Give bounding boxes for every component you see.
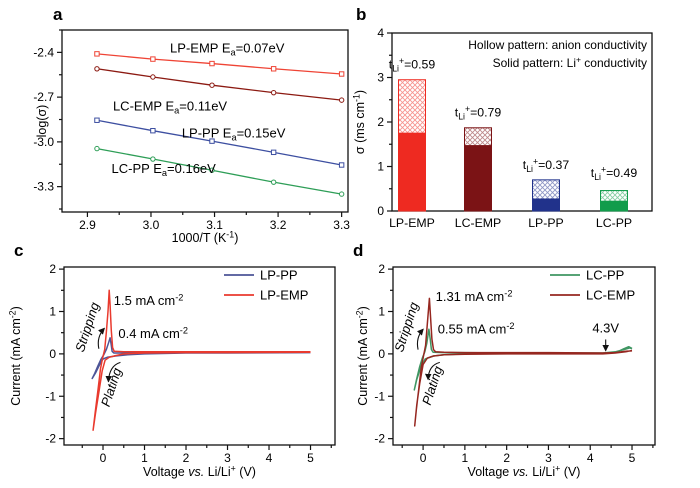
svg-text:1: 1 <box>378 305 385 319</box>
svg-text:2: 2 <box>378 262 385 276</box>
svg-text:3.1: 3.1 <box>206 218 223 232</box>
svg-text:4: 4 <box>377 26 384 40</box>
svg-text:2.9: 2.9 <box>79 218 96 232</box>
svg-text:LP-EMP: LP-EMP <box>389 216 435 230</box>
svg-text:-2: -2 <box>45 432 56 446</box>
svg-text:2: 2 <box>503 451 510 465</box>
svg-text:0.55 mA cm-2: 0.55 mA cm-2 <box>438 321 515 337</box>
svg-text:4: 4 <box>266 451 273 465</box>
svg-text:3.2: 3.2 <box>270 218 287 232</box>
svg-text:2: 2 <box>49 262 56 276</box>
svg-text:-3.3: -3.3 <box>33 180 54 194</box>
panel-b-conductivity-bar-chart: 0 1 2 3 4 σ (ms cm-1) LP-EMP tLi+=0.59 LC-EMP tLi… <box>352 26 653 230</box>
svg-text:1: 1 <box>141 451 148 465</box>
svg-text:LC-EMP: LC-EMP <box>455 216 501 230</box>
svg-text:LC-EMP Ea=0.11eV: LC-EMP Ea=0.11eV <box>113 99 227 116</box>
svg-text:LC-PP: LC-PP <box>596 216 632 230</box>
svg-text:1.31 mA cm-2: 1.31 mA cm-2 <box>436 288 513 304</box>
svg-text:5: 5 <box>307 451 314 465</box>
svg-text:3: 3 <box>377 71 384 85</box>
panel-a-letter: a <box>53 5 63 24</box>
svg-text:-2.7: -2.7 <box>33 90 54 104</box>
svg-text:0: 0 <box>49 347 56 361</box>
panel-d-cv-plot-lc: 0 1 2 3 4 5 Voltage vs. Li/Li+ (V) -2 -1 0 1 2 Curre… <box>355 262 656 480</box>
svg-text:-2: -2 <box>374 432 385 446</box>
svg-text:0: 0 <box>377 204 384 218</box>
svg-text:3: 3 <box>545 451 552 465</box>
svg-text:-1: -1 <box>374 389 385 403</box>
svg-text:LP-PP Ea=0.15eV: LP-PP Ea=0.15eV <box>182 125 286 142</box>
svg-text:LC-PP: LC-PP <box>586 268 624 283</box>
svg-text:LP-EMP: LP-EMP <box>260 288 308 303</box>
svg-text:tLi+=0.79: tLi+=0.79 <box>455 104 502 122</box>
svg-text:Hollow pattern: anion conducti: Hollow pattern: anion conductivity <box>468 38 647 52</box>
svg-text:LP-EMP Ea=0.07eV: LP-EMP Ea=0.07eV <box>170 40 285 57</box>
panel-c-letter: c <box>14 241 24 260</box>
svg-text:3: 3 <box>224 451 231 465</box>
svg-text:tLi+=0.49: tLi+=0.49 <box>591 165 638 183</box>
svg-text:4.3V: 4.3V <box>592 321 619 336</box>
svg-text:Plating: Plating <box>419 364 446 407</box>
svg-text:tLi+=0.37: tLi+=0.37 <box>523 157 570 175</box>
svg-text:-2.4: -2.4 <box>33 45 54 59</box>
svg-text:2: 2 <box>183 451 190 465</box>
svg-text:1: 1 <box>462 451 469 465</box>
svg-text:Current (mA cm-2): Current (mA cm-2) <box>355 306 371 406</box>
svg-text:2: 2 <box>377 115 384 129</box>
svg-text:3.0: 3.0 <box>143 218 160 232</box>
panel-c-cv-plot-lp: 0 1 2 3 4 5 Voltage vs. Li/Li+ (V) -2 -1 0 1 2 Curre… <box>8 262 336 480</box>
svg-text:LC-EMP: LC-EMP <box>586 288 635 303</box>
svg-text:LP-PP: LP-PP <box>528 216 564 230</box>
svg-text:5: 5 <box>629 451 636 465</box>
svg-text:0: 0 <box>378 347 385 361</box>
panel-a-arrhenius-plot: 2.9 3.0 3.1 3.2 3.3 1000/T (K-1) -2.4 -2.7 -3.0 -… <box>33 29 350 246</box>
svg-text:Voltage vs. Li/Li+ (V): Voltage vs. Li/Li+ (V) <box>143 464 256 480</box>
panel-d-letter: d <box>353 241 364 260</box>
svg-text:-3.0: -3.0 <box>33 135 54 149</box>
svg-text:LC-PP Ea=0.16eV: LC-PP Ea=0.16eV <box>112 161 217 178</box>
svg-text:-1: -1 <box>45 389 56 403</box>
svg-text:Solid pattern: Li+ conductivit: Solid pattern: Li+ conductivity <box>493 55 647 71</box>
svg-text:1.5 mA cm-2: 1.5 mA cm-2 <box>114 293 184 309</box>
svg-text:tLi+=0.59: tLi+=0.59 <box>389 56 436 74</box>
svg-text:1: 1 <box>377 160 384 174</box>
svg-text:σ (ms cm-1): σ (ms cm-1) <box>352 90 368 154</box>
svg-text:Current (mA cm-2): Current (mA cm-2) <box>8 306 24 406</box>
svg-text:log(σ): log(σ) <box>35 105 49 138</box>
svg-text:4: 4 <box>587 451 594 465</box>
panel-b-letter: b <box>356 5 367 24</box>
svg-text:3.3: 3.3 <box>333 218 350 232</box>
svg-text:Voltage vs. Li/Li+ (V): Voltage vs. Li/Li+ (V) <box>468 464 581 480</box>
svg-text:LP-PP: LP-PP <box>260 268 298 283</box>
svg-text:0: 0 <box>420 451 427 465</box>
svg-text:1000/T (K-1): 1000/T (K-1) <box>172 230 239 246</box>
svg-text:1: 1 <box>49 305 56 319</box>
svg-text:0: 0 <box>100 451 107 465</box>
svg-text:0.4 mA cm-2: 0.4 mA cm-2 <box>118 325 188 341</box>
